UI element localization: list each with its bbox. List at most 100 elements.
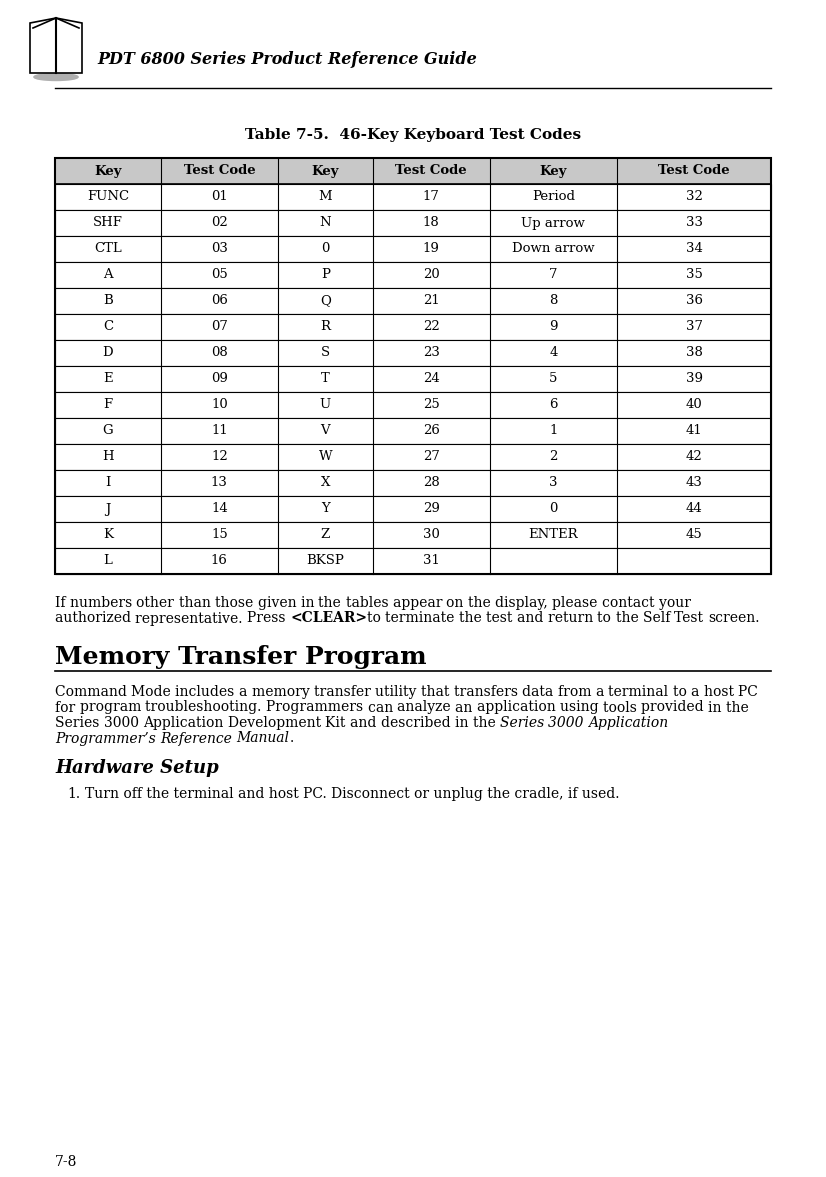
Text: X: X (320, 477, 330, 490)
Bar (55, 444, 771, 470)
Text: host: host (704, 685, 738, 699)
Text: D: D (102, 346, 113, 359)
Text: for: for (55, 700, 79, 714)
Text: ENTER: ENTER (529, 528, 578, 541)
Text: those: those (215, 596, 258, 610)
Text: 21: 21 (423, 294, 439, 307)
Polygon shape (56, 18, 82, 73)
Ellipse shape (34, 73, 78, 80)
Text: on: on (447, 596, 468, 610)
Text: B: B (103, 294, 113, 307)
Text: Press: Press (247, 612, 290, 625)
Bar (55, 496, 771, 523)
Bar (55, 366, 771, 392)
Text: 35: 35 (686, 268, 702, 281)
Text: display,: display, (496, 596, 553, 610)
Text: transfers: transfers (453, 685, 522, 699)
Text: 41: 41 (686, 425, 702, 438)
Text: PDT 6800 Series Product Reference Guide: PDT 6800 Series Product Reference Guide (97, 52, 477, 68)
Text: Up arrow: Up arrow (521, 217, 586, 230)
Text: Development: Development (228, 716, 325, 730)
Bar (55, 392, 771, 418)
Text: 40: 40 (686, 399, 702, 412)
Text: Turn off the terminal and host PC. Disconnect or unplug the cradle, if used.: Turn off the terminal and host PC. Disco… (85, 787, 620, 802)
Text: F: F (103, 399, 112, 412)
Bar (55, 184, 771, 210)
Text: P: P (320, 268, 330, 281)
Text: 24: 24 (423, 372, 439, 386)
Text: return: return (548, 612, 597, 625)
Text: 28: 28 (423, 477, 439, 490)
Text: H: H (102, 451, 114, 464)
Text: terminate: terminate (386, 612, 459, 625)
Text: N: N (320, 217, 331, 230)
Text: 7-8: 7-8 (55, 1155, 78, 1169)
Text: terminal: terminal (608, 685, 672, 699)
Text: Self: Self (643, 612, 675, 625)
Text: screen.: screen. (708, 612, 759, 625)
Text: Series: Series (55, 716, 104, 730)
Text: the: the (472, 716, 500, 730)
Text: CTL: CTL (94, 242, 122, 255)
Text: W: W (319, 451, 332, 464)
Text: 4: 4 (549, 346, 558, 359)
Text: troubleshooting.: troubleshooting. (145, 700, 266, 714)
Text: T: T (321, 372, 330, 386)
Text: 34: 34 (686, 242, 702, 255)
Text: tools: tools (603, 700, 641, 714)
Bar (55, 523, 771, 548)
Text: 29: 29 (423, 503, 439, 516)
Text: 1.: 1. (67, 787, 80, 802)
Text: Application: Application (143, 716, 228, 730)
Text: 18: 18 (423, 217, 439, 230)
Text: an: an (455, 700, 477, 714)
Text: 2: 2 (549, 451, 558, 464)
Text: 19: 19 (423, 242, 439, 255)
Text: 12: 12 (211, 451, 228, 464)
Text: 05: 05 (211, 268, 228, 281)
Bar (55, 210, 771, 237)
Text: K: K (103, 528, 113, 541)
Text: 03: 03 (211, 242, 228, 255)
Text: other: other (136, 596, 178, 610)
Text: the: the (615, 612, 643, 625)
Text: 39: 39 (686, 372, 703, 386)
Text: 1: 1 (549, 425, 558, 438)
Text: U: U (320, 399, 331, 412)
Text: given: given (258, 596, 301, 610)
Text: Application: Application (588, 716, 673, 730)
Text: Kit: Kit (325, 716, 350, 730)
Text: 16: 16 (211, 554, 228, 567)
Text: Test Code: Test Code (396, 165, 467, 178)
Text: A: A (103, 268, 113, 281)
Text: test: test (487, 612, 517, 625)
Text: can: can (368, 700, 397, 714)
Text: from: from (558, 685, 596, 699)
Text: 11: 11 (211, 425, 228, 438)
Text: representative.: representative. (135, 612, 247, 625)
Text: your: your (659, 596, 695, 610)
Text: described: described (381, 716, 455, 730)
Bar (55, 340, 771, 366)
Text: the: the (468, 596, 496, 610)
Text: 31: 31 (423, 554, 439, 567)
Text: Down arrow: Down arrow (512, 242, 595, 255)
Text: to: to (367, 612, 386, 625)
Text: the: the (726, 700, 753, 714)
Bar (55, 418, 771, 444)
Text: Command: Command (55, 685, 131, 699)
Text: SHF: SHF (93, 217, 123, 230)
Text: 3: 3 (549, 477, 558, 490)
Text: Q: Q (320, 294, 330, 307)
Text: 26: 26 (423, 425, 439, 438)
Text: Y: Y (321, 503, 330, 516)
Text: using: using (560, 700, 603, 714)
Text: .: . (289, 731, 293, 745)
Text: Period: Period (532, 191, 575, 204)
Bar (55, 237, 771, 262)
Text: and: and (350, 716, 381, 730)
Text: in: in (709, 700, 726, 714)
Text: contact: contact (602, 596, 659, 610)
Text: 25: 25 (423, 399, 439, 412)
Text: Key: Key (94, 165, 121, 178)
